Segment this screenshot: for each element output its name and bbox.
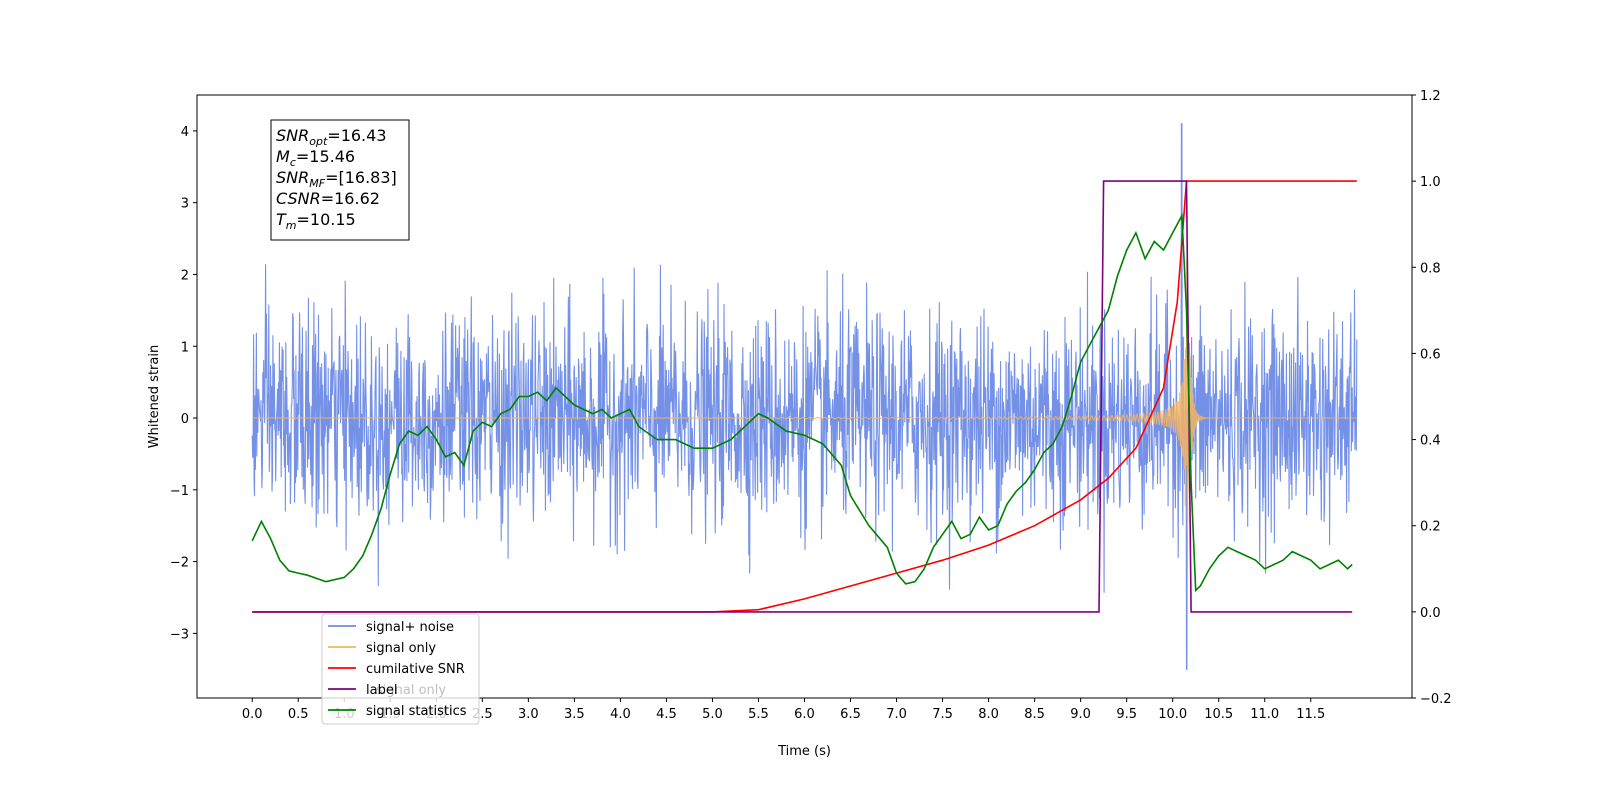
series-label-line (252, 180, 1353, 613)
y-right-tick-label: 0.4 (1420, 434, 1441, 449)
y-right-tick-label: −0.2 (1420, 692, 1452, 707)
y-right-tick-label: 0.0 (1420, 606, 1441, 621)
legend-ghost-label: signal statistics (366, 704, 467, 719)
x-tick-label: 9.5 (1116, 707, 1137, 722)
stats-annotation-box: SNRopt=16.43Mc=15.46SNRMF=[16.83]CSNR=16… (270, 119, 410, 241)
x-tick-label: 7.0 (886, 707, 907, 722)
y-tick-label: 1 (181, 340, 189, 355)
x-tick-label: 4.0 (610, 707, 631, 722)
y-right-tick-label: 0.6 (1420, 347, 1441, 362)
stat-line: SNRopt=16.43 (276, 126, 387, 148)
x-tick-label: 3.0 (518, 707, 539, 722)
legend-frame (321, 613, 480, 725)
legend-item-label: signal statistics (366, 704, 467, 719)
y-right-tick-label: 0.8 (1420, 261, 1441, 276)
y-tick-label: 2 (181, 268, 189, 283)
x-tick-label: 0.0 (242, 707, 263, 722)
y-tick-label: −3 (170, 627, 189, 642)
x-tick-label: 5.5 (748, 707, 769, 722)
series-signal-only-line (252, 259, 1357, 531)
x-tick-label: 9.0 (1070, 707, 1091, 722)
y-tick-label: 3 (181, 197, 189, 212)
stat-line: Tm=10.15 (276, 210, 356, 232)
series-signal-noise-line (251, 123, 1358, 670)
legend-item-label: cumilative SNR (366, 662, 465, 677)
stat-line: SNRMF=[16.83] (276, 168, 397, 190)
legend-item-label: label (366, 683, 397, 698)
legend: signal+ noise signal only cumilative SNR la… (321, 613, 480, 725)
series-cumilative-snr-line (252, 180, 1357, 613)
x-tick-label: 6.5 (840, 707, 861, 722)
x-tick-label: 3.5 (564, 707, 585, 722)
x-tick-label: 8.5 (1024, 707, 1045, 722)
y-tick-label: 0 (181, 412, 189, 427)
x-tick-label: 8.0 (978, 707, 999, 722)
y-right-tick-label: 1.0 (1420, 175, 1441, 190)
x-tick-label: 11.5 (1296, 707, 1325, 722)
series-layer (251, 123, 1358, 670)
x-tick-label: 4.5 (656, 707, 677, 722)
x-tick-label: 11.0 (1250, 707, 1279, 722)
legend-ghost-label: signal only (376, 683, 446, 698)
y-tick-label: −1 (170, 484, 189, 499)
x-tick-label: 6.0 (794, 707, 815, 722)
legend-item-label: signal+ noise (366, 620, 454, 635)
x-tick-label: 10.5 (1204, 707, 1233, 722)
y-right-tick-label: 0.2 (1420, 520, 1441, 535)
y-right-tick-label: 1.2 (1420, 89, 1441, 104)
y-tick-label: 4 (181, 125, 189, 140)
x-tick-label: 10.0 (1158, 707, 1187, 722)
legend-item-label: signal only (366, 641, 436, 656)
y-axis-label: Whitened strain (147, 345, 162, 448)
series-signal-statistics-line (251, 212, 1353, 593)
stat-line: Mc=15.46 (276, 147, 355, 169)
x-axis-label: Time (s) (777, 744, 831, 759)
x-tick-label: 0.5 (288, 707, 309, 722)
y-tick-label: −2 (170, 556, 189, 571)
x-tick-label: 5.0 (702, 707, 723, 722)
x-tick-label: 7.5 (932, 707, 953, 722)
stat-line: CSNR=16.62 (276, 189, 380, 208)
stats-box-frame (270, 119, 410, 241)
